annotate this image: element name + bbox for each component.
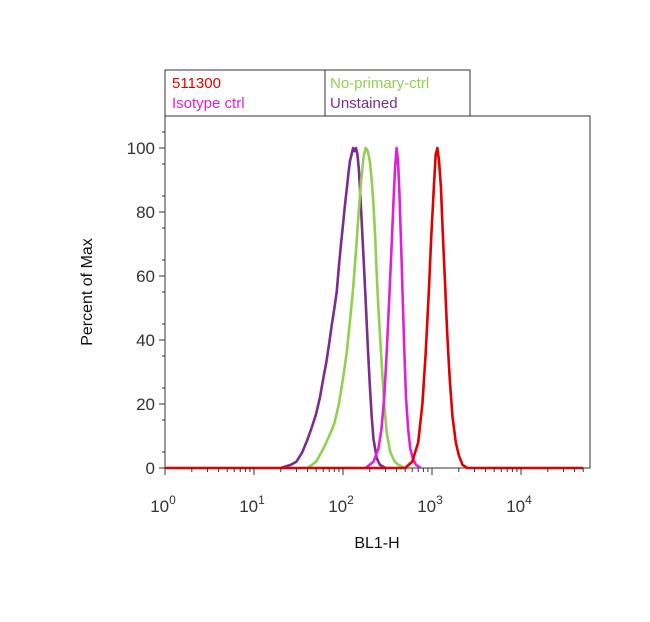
legend-item-511300: 511300 (172, 75, 221, 92)
series-line-unstained (280, 146, 387, 470)
series-layer (165, 146, 584, 470)
y-tick-label: 20 (136, 395, 155, 414)
x-tick-label: 102 (328, 493, 354, 516)
series-line-isotype-ctrl (364, 146, 422, 470)
x-tick-label: 104 (506, 493, 532, 516)
legend-box (164, 69, 471, 117)
series-line-511300 (165, 146, 584, 470)
legend-item-isotype-ctrl: Isotype ctrl (172, 95, 245, 112)
y-axis-title: Percent of Max (79, 238, 96, 346)
x-axis-title: BL1-H (354, 535, 399, 552)
x-tick-label: 101 (239, 493, 265, 516)
legend-item-unstained: Unstained (330, 95, 398, 112)
y-tick-label: 100 (127, 139, 155, 158)
legend-item-no-primary-ctrl: No-primary-ctrl (330, 75, 429, 92)
series-line-no-primary-ctrl (306, 146, 406, 470)
y-tick-label: 0 (146, 459, 155, 478)
x-tick-label: 103 (417, 493, 443, 516)
legend: 511300 No-primary-ctrl Isotype ctrl Unst… (164, 69, 471, 117)
y-tick-label: 80 (136, 203, 155, 222)
x-tick-label: 100 (150, 493, 176, 516)
ticks-layer: 0 20 40 60 80 100 100 101 102 103 104 (127, 131, 584, 516)
y-tick-label: 40 (136, 331, 155, 350)
y-tick-label: 60 (136, 267, 155, 286)
